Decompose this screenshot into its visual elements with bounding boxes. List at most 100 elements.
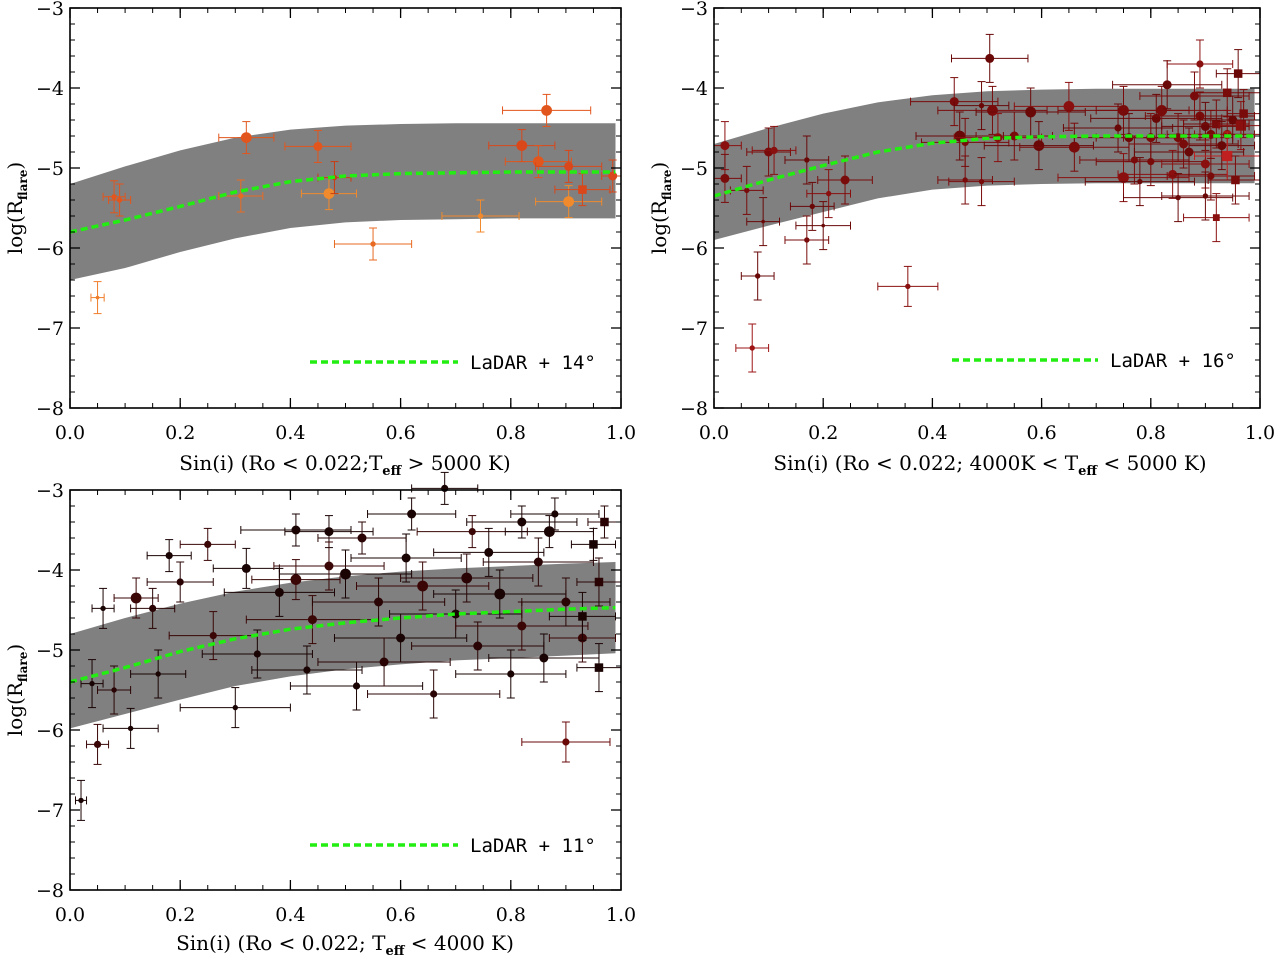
data-point <box>1193 131 1261 181</box>
marker-circle <box>1207 172 1215 180</box>
marker-circle <box>517 621 527 631</box>
marker-circle <box>1147 158 1155 166</box>
data-point <box>179 687 291 729</box>
data-point <box>784 135 830 185</box>
data-point <box>746 197 781 247</box>
y-tick-label: −3 <box>680 0 708 20</box>
fit-curve <box>69 170 616 234</box>
x-tick-label: 1.0 <box>606 904 636 926</box>
marker-circle <box>1114 124 1122 132</box>
marker-circle <box>1217 141 1227 151</box>
data-point <box>570 527 616 561</box>
marker-circle <box>564 161 574 171</box>
fit-curve <box>69 605 616 684</box>
marker-circle <box>324 561 334 571</box>
x-tick-label: 0.0 <box>55 422 85 444</box>
marker-circle <box>1228 115 1238 125</box>
marker-circle <box>543 526 555 537</box>
marker-circle <box>461 572 473 584</box>
data-point <box>240 513 352 547</box>
marker-circle <box>720 173 730 183</box>
legend-label: LaDAR + 16° <box>1110 350 1236 372</box>
marker-square <box>1222 150 1233 162</box>
marker-circle <box>517 517 527 527</box>
marker-circle <box>954 130 966 142</box>
y-tick-label: −4 <box>680 78 708 100</box>
y-axis-title: log(Rflare) <box>3 644 30 736</box>
marker-circle <box>111 687 117 693</box>
fit-curve <box>713 134 1255 198</box>
marker-circle <box>240 132 252 144</box>
marker-circle <box>532 156 544 168</box>
data-point <box>975 87 1086 137</box>
marker-circle <box>307 615 317 625</box>
marker-circle <box>804 157 810 163</box>
marker-circle <box>1068 141 1080 153</box>
marker-circle <box>1025 106 1037 118</box>
marker-circle <box>978 102 985 109</box>
data-point <box>108 183 132 217</box>
marker-circle <box>116 197 123 203</box>
marker-circle <box>563 196 575 208</box>
marker-circle <box>1156 105 1168 116</box>
data-point <box>273 541 385 591</box>
marker-circle <box>1162 80 1172 90</box>
marker-circle <box>1168 169 1178 179</box>
data-point <box>1183 99 1250 149</box>
marker-circle <box>1202 193 1209 199</box>
data-point <box>179 527 236 561</box>
data-point <box>806 169 851 219</box>
marker-circle <box>95 295 100 300</box>
marker-circle <box>1179 139 1189 149</box>
data-point <box>102 707 159 749</box>
data-point <box>218 121 275 155</box>
y-tick-label: −7 <box>680 318 708 340</box>
marker-circle <box>533 557 543 567</box>
x-axis-title: Sin(i) (Ro < 0.022; Teff < 4000 K) <box>176 931 514 958</box>
data-point <box>146 561 214 603</box>
data-point <box>1062 103 1174 153</box>
data-point <box>333 227 413 261</box>
marker-circle <box>494 588 506 600</box>
data-point <box>367 669 501 719</box>
marker-circle <box>1184 147 1194 157</box>
data-point <box>80 659 104 709</box>
x-tick-label: 0.2 <box>165 904 195 926</box>
marker-circle <box>407 509 417 519</box>
x-axis-title: Sin(i) (Ro < 0.022; 4000K < Teff < 5000 … <box>773 451 1206 479</box>
data-point <box>1161 171 1250 221</box>
marker-circle <box>987 105 998 116</box>
data-point <box>548 591 616 641</box>
data-point <box>91 587 115 629</box>
data-point <box>146 539 192 573</box>
data-point <box>1112 60 1223 110</box>
data-point <box>817 155 873 205</box>
marker-square <box>1212 214 1220 221</box>
data-point <box>789 181 835 231</box>
marker-circle <box>821 223 825 228</box>
marker-circle <box>155 671 161 677</box>
x-axis-title: Sin(i) (Ro < 0.022;Teff > 5000 K) <box>179 451 510 479</box>
marker-circle <box>78 797 84 804</box>
data-point <box>113 577 159 619</box>
data-point <box>102 180 126 214</box>
data-point <box>317 637 451 687</box>
y-tick-label: −6 <box>680 238 708 260</box>
legend-label: LaDAR + 14° <box>470 352 596 374</box>
marker-square <box>594 577 604 587</box>
data-point <box>350 533 462 583</box>
marker-circle <box>232 704 238 711</box>
x-tick-label: 0.0 <box>699 422 729 444</box>
data-point <box>521 721 611 763</box>
marker-circle <box>1200 121 1210 131</box>
data-point <box>1013 81 1124 131</box>
marker-circle <box>340 568 351 580</box>
data-point <box>535 185 603 219</box>
marker-circle <box>93 740 102 749</box>
x-tick-label: 0.4 <box>275 904 305 926</box>
panel-cool-teff: 0.0 0.2 0.4 0.6 0.8 1.0 −3 −4 −5 −6 −7 −8 Sin(i) (Ro… <box>3 471 636 958</box>
marker-circle <box>978 178 985 185</box>
marker-circle <box>176 578 184 586</box>
x-tick-label: 0.6 <box>1026 422 1056 444</box>
